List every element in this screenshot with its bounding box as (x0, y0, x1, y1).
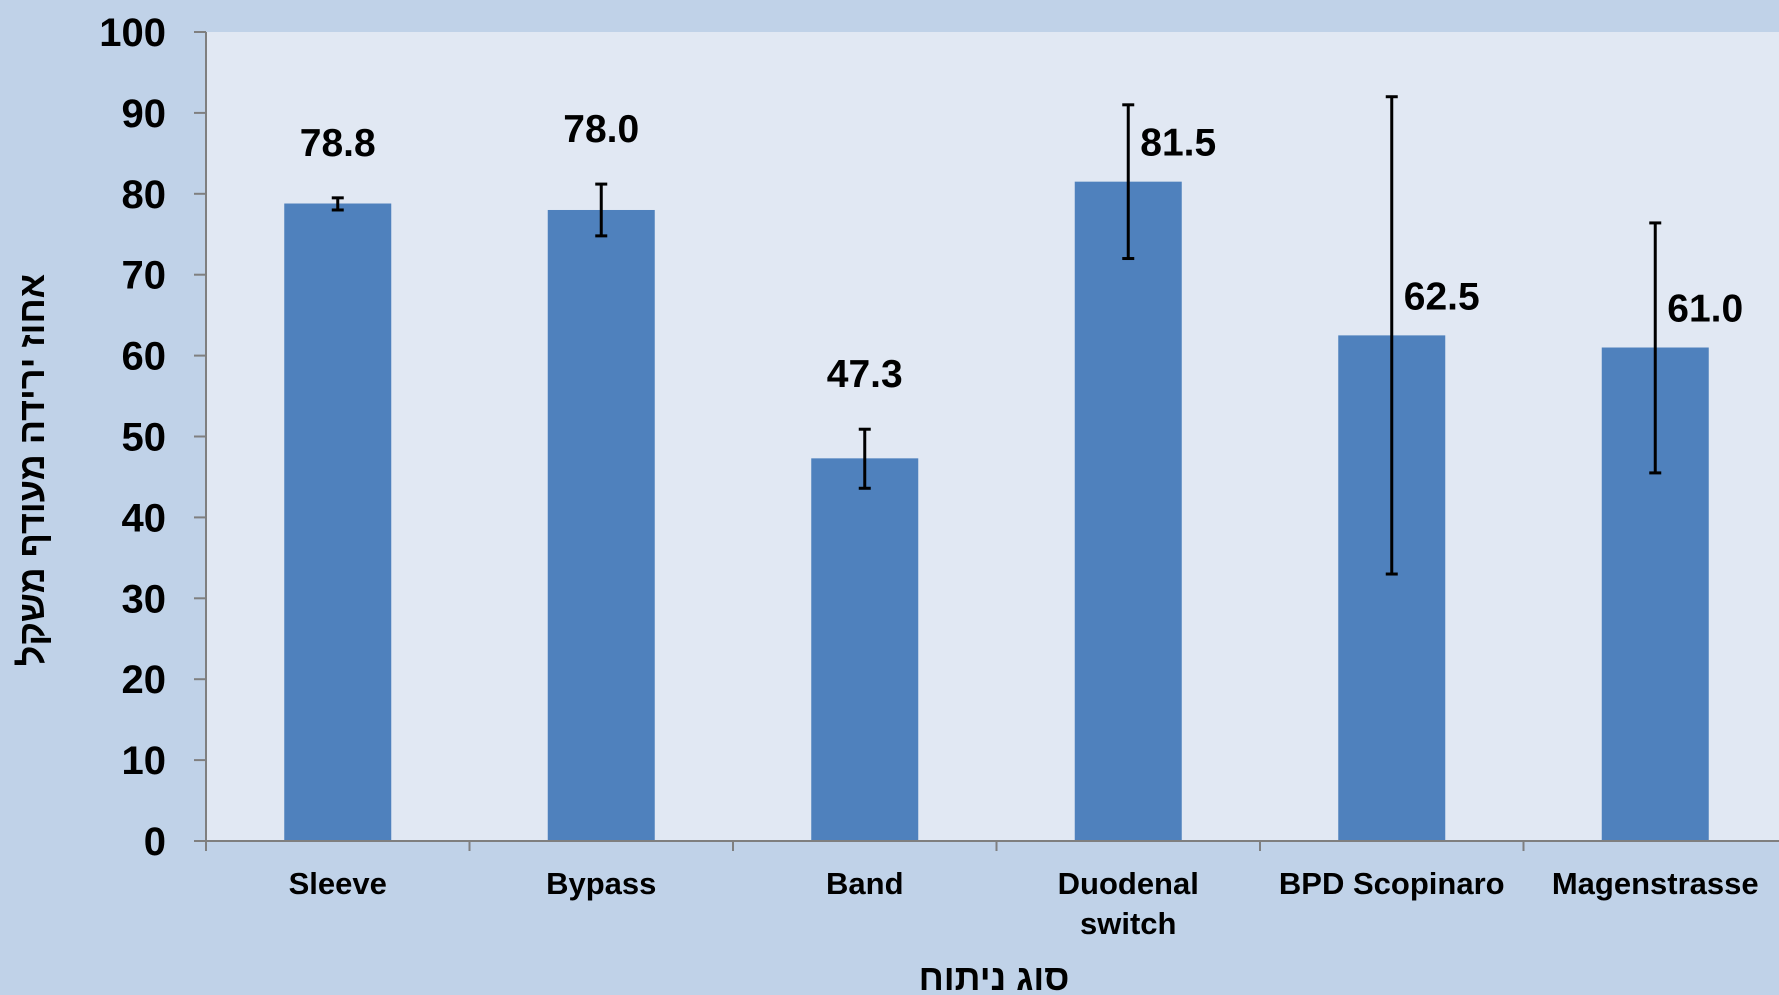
x-category-label-line: Duodenal (1058, 866, 1199, 901)
data-label: 78.0 (563, 108, 639, 151)
y-tick-label: 50 (122, 416, 167, 460)
y-tick-label: 90 (122, 92, 167, 136)
bar (1074, 181, 1182, 842)
data-label: 81.5 (1140, 122, 1216, 165)
bar (284, 203, 392, 841)
data-label: 61.0 (1667, 288, 1743, 331)
labels-group: 0 10 20 30 40 50 60 70 80 90 100 78.8 Sleeve 78.0 Bypa… (99, 11, 1758, 941)
bar (547, 209, 655, 842)
plot-area (206, 32, 1779, 841)
y-tick-label: 10 (122, 739, 167, 783)
x-category-label-line: BPD Scopinaro (1279, 866, 1505, 901)
y-tick-label: 20 (122, 658, 167, 702)
x-category-label-line: Band (826, 866, 904, 901)
x-category-label: Band (826, 866, 904, 901)
bars-group (284, 181, 1709, 842)
axes-group (194, 31, 1779, 851)
data-label: 78.8 (300, 122, 376, 165)
x-category-label: Magenstrasse (1552, 866, 1759, 901)
x-category-label-line: Magenstrasse (1552, 866, 1759, 901)
y-tick-label: 0 (144, 820, 166, 864)
y-tick-label: 100 (99, 11, 166, 55)
data-label: 62.5 (1404, 275, 1480, 318)
y-tick-label: 40 (122, 496, 167, 540)
error-bars-group (331, 95, 1662, 576)
y-tick-label: 70 (122, 254, 167, 298)
y-tick-label: 80 (122, 173, 167, 217)
y-tick-label: 60 (122, 335, 167, 379)
bar (811, 458, 919, 841)
y-axis-title: אחוז ירידה מעודף משקל (11, 274, 52, 666)
x-category-label: Sleeve (289, 866, 387, 901)
x-category-label: Bypass (546, 866, 656, 901)
x-category-label-line: Sleeve (289, 866, 387, 901)
x-category-label-line: switch (1080, 906, 1176, 941)
data-label: 47.3 (827, 353, 903, 396)
x-axis-title: סוג ניתוח (919, 957, 1070, 995)
x-category-label-line: Bypass (546, 866, 656, 901)
x-category-label: BPD Scopinaro (1279, 866, 1505, 901)
x-category-label: Duodenal switch (1058, 866, 1199, 941)
y-tick-label: 30 (122, 577, 167, 621)
